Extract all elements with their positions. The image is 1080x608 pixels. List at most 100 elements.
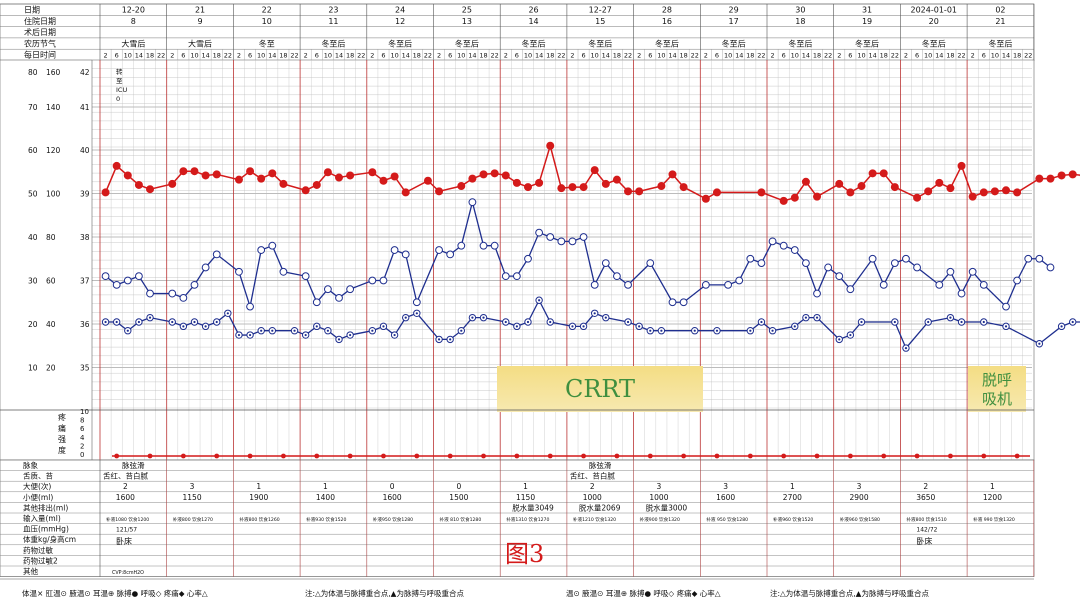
respiration-point-dot (549, 320, 552, 324)
solar-term-label: 冬至后 (588, 38, 612, 48)
stool-count: 1 (256, 482, 261, 491)
pulse-point (490, 169, 499, 178)
time-slot-label: 14 (602, 52, 610, 60)
temperature-point (646, 259, 655, 268)
time-slot-label: 10 (524, 52, 532, 60)
solar-term-label: 冬至后 (855, 38, 879, 48)
header-row-label: 术后日期 (24, 27, 56, 37)
bottom-row-label: 输入量(ml) (23, 513, 61, 523)
temperature-point (401, 250, 410, 259)
pain-label: 度 (58, 445, 66, 455)
bottom-row-label: 体重kg/身高cm (23, 534, 76, 544)
header-row-label: 农历节气 (24, 38, 56, 48)
respiration-point-dot (271, 329, 274, 332)
respiration-point-dot (660, 329, 663, 332)
pulse-point (568, 183, 577, 192)
solar-term-label: 冬至后 (522, 38, 546, 48)
stool-count: 1 (323, 482, 328, 491)
temperature-point (412, 298, 421, 307)
legend-note-left: 注:△为体温与脉搏重合点,▲为脉搏与呼吸重合点 (305, 588, 464, 598)
pain-point (281, 453, 286, 459)
time-slot-label: 22 (424, 52, 432, 60)
pulse-point (101, 188, 110, 197)
respiration-point-dot (115, 320, 118, 324)
date-label: 22 (262, 6, 272, 15)
time-slot-label: 2 (904, 52, 908, 60)
temperature-point (613, 272, 621, 281)
time-slot-label: 14 (201, 52, 209, 60)
respiration-point-dot (538, 299, 541, 302)
time-slot-label: 6 (648, 52, 652, 60)
respiration-point-dot (582, 325, 585, 328)
time-slot-label: 18 (213, 52, 221, 60)
temperature-point (802, 259, 810, 268)
temperature-point (890, 259, 899, 268)
temp-axis-label: 40 (80, 146, 90, 155)
respiration-point-dot (449, 338, 452, 341)
time-slot-label: 6 (115, 52, 119, 60)
pulse-point (179, 167, 188, 176)
temperature-point (257, 246, 266, 254)
pulse-point (368, 168, 377, 177)
respiration-point-dot (204, 325, 207, 328)
pain-point (247, 453, 253, 459)
temperature-point (112, 280, 121, 289)
header-frame (0, 3, 1035, 61)
respiration-point-dot (604, 316, 607, 319)
respiration-line (105, 298, 1080, 350)
respiration-point-dot (337, 338, 341, 341)
temperature-point (557, 237, 566, 246)
temperature-point (168, 289, 177, 298)
respiration-point-dot (927, 320, 930, 324)
stool-count: 1 (523, 482, 528, 491)
intake-amount: 补液900 饮食1320 (640, 516, 680, 523)
temperature-point (212, 250, 221, 259)
dehydration-volume: 脱水量3049 (512, 502, 554, 512)
time-slot-label: 14 (735, 52, 743, 60)
resp-axis-label: 40 (28, 233, 38, 242)
intake-amount: 补液 950 饮食1280 (706, 516, 748, 523)
temperature-point (668, 298, 677, 307)
pulse-point (146, 185, 155, 194)
time-slot-label: 6 (715, 52, 719, 60)
temperature-point (590, 280, 599, 289)
pulse-point (246, 167, 255, 176)
pulse-point (624, 187, 633, 196)
respiration-point-dot (693, 329, 696, 332)
header-row-label: 每日时间 (24, 50, 56, 60)
ventilator-label-2: 吸机 (982, 390, 1012, 408)
pulse-point (512, 178, 521, 187)
time-slot-label: 22 (357, 52, 365, 60)
temperature-point (835, 272, 844, 281)
pain-point (214, 453, 220, 459)
pain-point (747, 453, 753, 459)
temperature-point (446, 250, 455, 259)
urine-volume: 1600 (116, 493, 135, 502)
solar-term-label: 冬至后 (788, 38, 812, 48)
time-slot-label: 14 (468, 52, 476, 60)
legend-left: 体温× 肛温⊙ 腋温⊙ 耳温⊕ 脉搏● 呼吸◇ 疼痛◆ 心率△ (22, 588, 208, 598)
time-slot-label: 6 (582, 52, 586, 60)
time-slot-label: 18 (1013, 52, 1021, 60)
time-slot-label: 10 (390, 52, 398, 60)
intake-amount: 补液950 饮食1280 (373, 516, 413, 523)
temperature-point (913, 263, 921, 272)
temperature-point (346, 285, 355, 294)
temperature-point (902, 254, 910, 263)
hospital-day-label: 21 (995, 17, 1005, 26)
pulse-point (679, 183, 688, 192)
time-slot-label: 18 (146, 52, 154, 60)
time-slot-label: 14 (668, 52, 676, 60)
time-slot-label: 14 (535, 52, 543, 60)
respiration-point-dot (1038, 342, 1041, 345)
time-slot-label: 22 (757, 52, 765, 60)
hospital-day-label: 20 (929, 17, 939, 26)
header-row-label: 日期 (24, 6, 40, 15)
time-slot-label: 22 (824, 52, 832, 60)
urine-volume: 1400 (316, 493, 335, 502)
pain-point (914, 453, 920, 459)
respiration-point-dot (226, 312, 229, 315)
urine-volume: 2700 (783, 493, 802, 502)
